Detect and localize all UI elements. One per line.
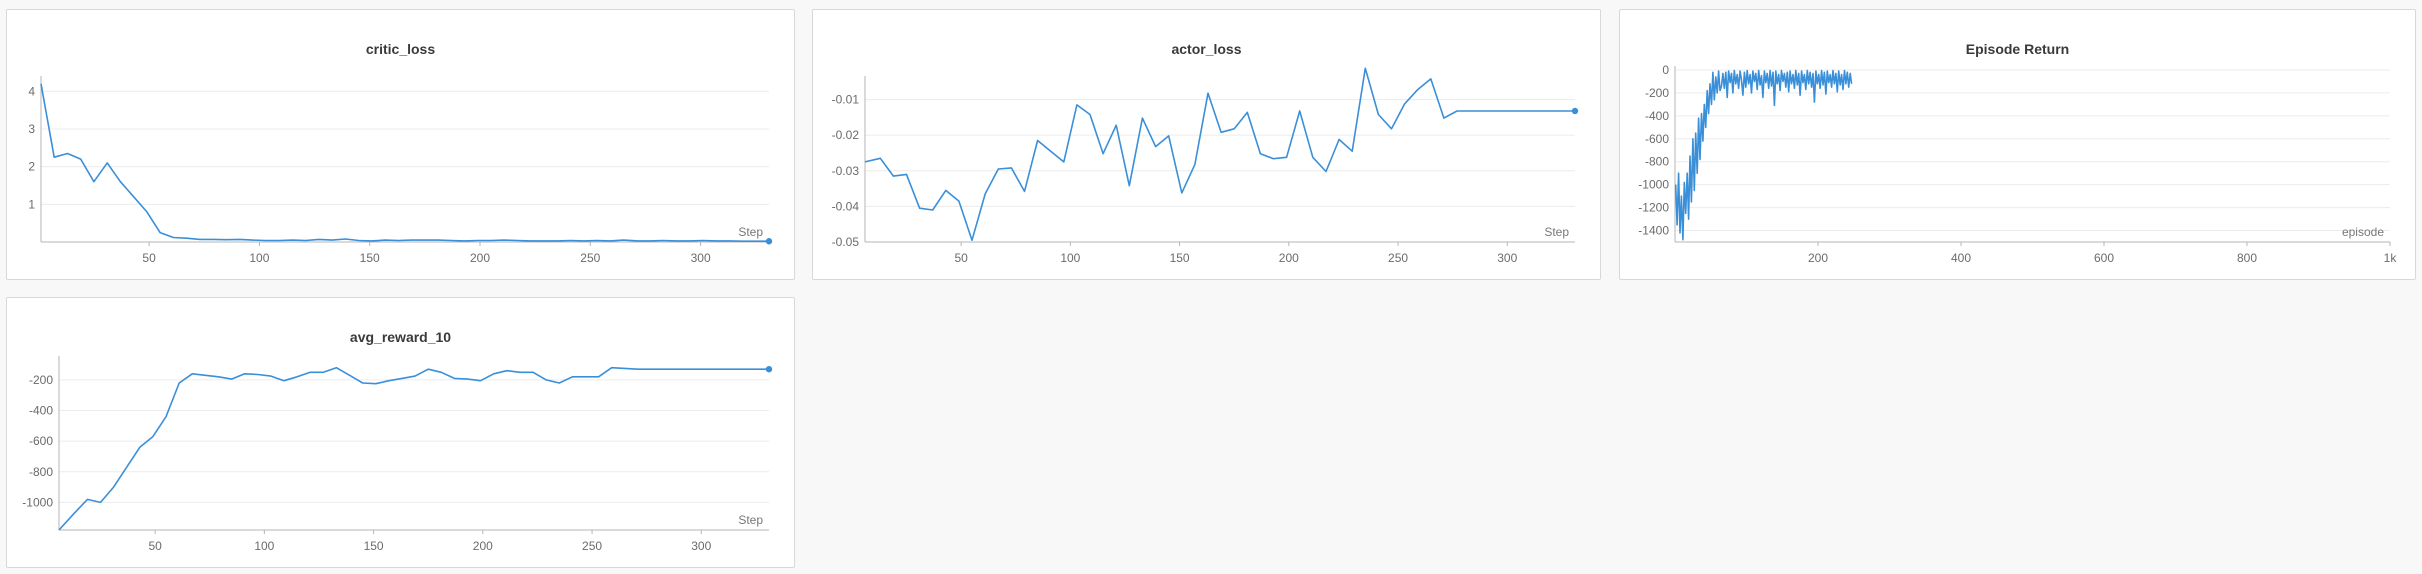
chart-title: avg_reward_10 — [350, 329, 451, 345]
x-tick-label: 300 — [1497, 251, 1517, 265]
y-tick-label: -600 — [1645, 132, 1669, 146]
y-tick-label: -1000 — [1638, 178, 1669, 192]
x-tick-label: 600 — [2094, 251, 2114, 265]
chart-panel-actor-loss: actor_loss -0.05 -0.04 -0.03 -0.02 -0.01 50 100… — [812, 9, 1601, 280]
y-tick-label: -400 — [29, 404, 53, 418]
x-tick-label: 100 — [1060, 251, 1080, 265]
series-line — [864, 67, 1575, 241]
chart-panel-episode-return: Episode Return 0 -200 -400 -600 -800 -1000 -120… — [1619, 9, 2416, 280]
series-line — [1674, 69, 1853, 241]
y-tick-label: -200 — [1645, 86, 1669, 100]
x-tick-label: 400 — [1951, 251, 1971, 265]
x-axis-label: Step — [738, 225, 763, 239]
y-tick-label: -0.02 — [832, 128, 860, 142]
series-end-point — [765, 238, 773, 245]
chart-title: Episode Return — [1966, 41, 2069, 57]
y-tick-label: 0 — [1662, 63, 1669, 77]
x-tick-label: 50 — [148, 539, 162, 553]
x-tick-label: 200 — [1279, 251, 1299, 265]
x-tick-label: 150 — [360, 251, 380, 265]
x-tick-label: 150 — [364, 539, 384, 553]
x-tick-label: 300 — [691, 539, 711, 553]
actor-loss-chart: actor_loss -0.05 -0.04 -0.03 -0.02 -0.01 50 100… — [832, 41, 1579, 265]
x-tick-label: 200 — [473, 539, 493, 553]
y-tick-label: -0.03 — [832, 164, 860, 178]
x-tick-label: 250 — [580, 251, 600, 265]
y-tick-label: -800 — [1645, 155, 1669, 169]
y-tick-label: -800 — [29, 465, 53, 479]
y-tick-label: -0.05 — [832, 235, 860, 249]
chart-title: actor_loss — [1171, 41, 1241, 57]
critic-loss-chart: critic_loss 1 2 3 4 50 100 150 200 250 300 Step — [28, 41, 773, 265]
x-tick-label: 50 — [954, 251, 968, 265]
y-tick-label: 4 — [28, 84, 35, 98]
series-end-point — [765, 365, 773, 373]
avg-reward-chart: avg_reward_10 -200 -400 -600 -800 -1000 50 100 1… — [22, 329, 773, 553]
y-tick-label: -0.04 — [832, 199, 860, 213]
x-tick-label: 200 — [470, 251, 490, 265]
x-axis-label: Step — [1544, 225, 1569, 239]
y-tick-label: 3 — [28, 122, 35, 136]
x-tick-label: 50 — [142, 251, 156, 265]
x-tick-label: 100 — [254, 539, 274, 553]
chart-title: critic_loss — [366, 41, 435, 57]
chart-panel-critic-loss: critic_loss 1 2 3 4 50 100 150 200 250 300 Step — [6, 9, 795, 280]
x-tick-label: 100 — [249, 251, 269, 265]
x-tick-label: 300 — [691, 251, 711, 265]
y-tick-label: -200 — [29, 373, 53, 387]
x-tick-label: 150 — [1170, 251, 1190, 265]
y-tick-label: 2 — [28, 160, 35, 174]
x-tick-label: 200 — [1808, 251, 1828, 265]
y-tick-label: -600 — [29, 434, 53, 448]
x-axis-label: Step — [738, 513, 763, 527]
y-tick-label: -1200 — [1638, 201, 1669, 215]
x-tick-label: 250 — [582, 539, 602, 553]
series-end-point — [1571, 107, 1579, 115]
x-axis-label: episode — [2342, 225, 2384, 239]
x-tick-label: 800 — [2237, 251, 2257, 265]
series-line — [40, 83, 769, 242]
episode-return-chart: Episode Return 0 -200 -400 -600 -800 -1000 -120… — [1638, 41, 2398, 265]
y-tick-label: -1000 — [22, 495, 53, 509]
x-tick-label: 1k — [2384, 251, 2398, 265]
y-tick-label: -0.01 — [832, 93, 860, 107]
x-tick-label: 250 — [1388, 251, 1408, 265]
y-tick-label: 1 — [28, 197, 35, 211]
y-tick-label: -1400 — [1638, 224, 1669, 238]
chart-panel-avg-reward: avg_reward_10 -200 -400 -600 -800 -1000 50 100 1… — [6, 297, 795, 568]
series-line — [58, 366, 769, 531]
y-tick-label: -400 — [1645, 109, 1669, 123]
